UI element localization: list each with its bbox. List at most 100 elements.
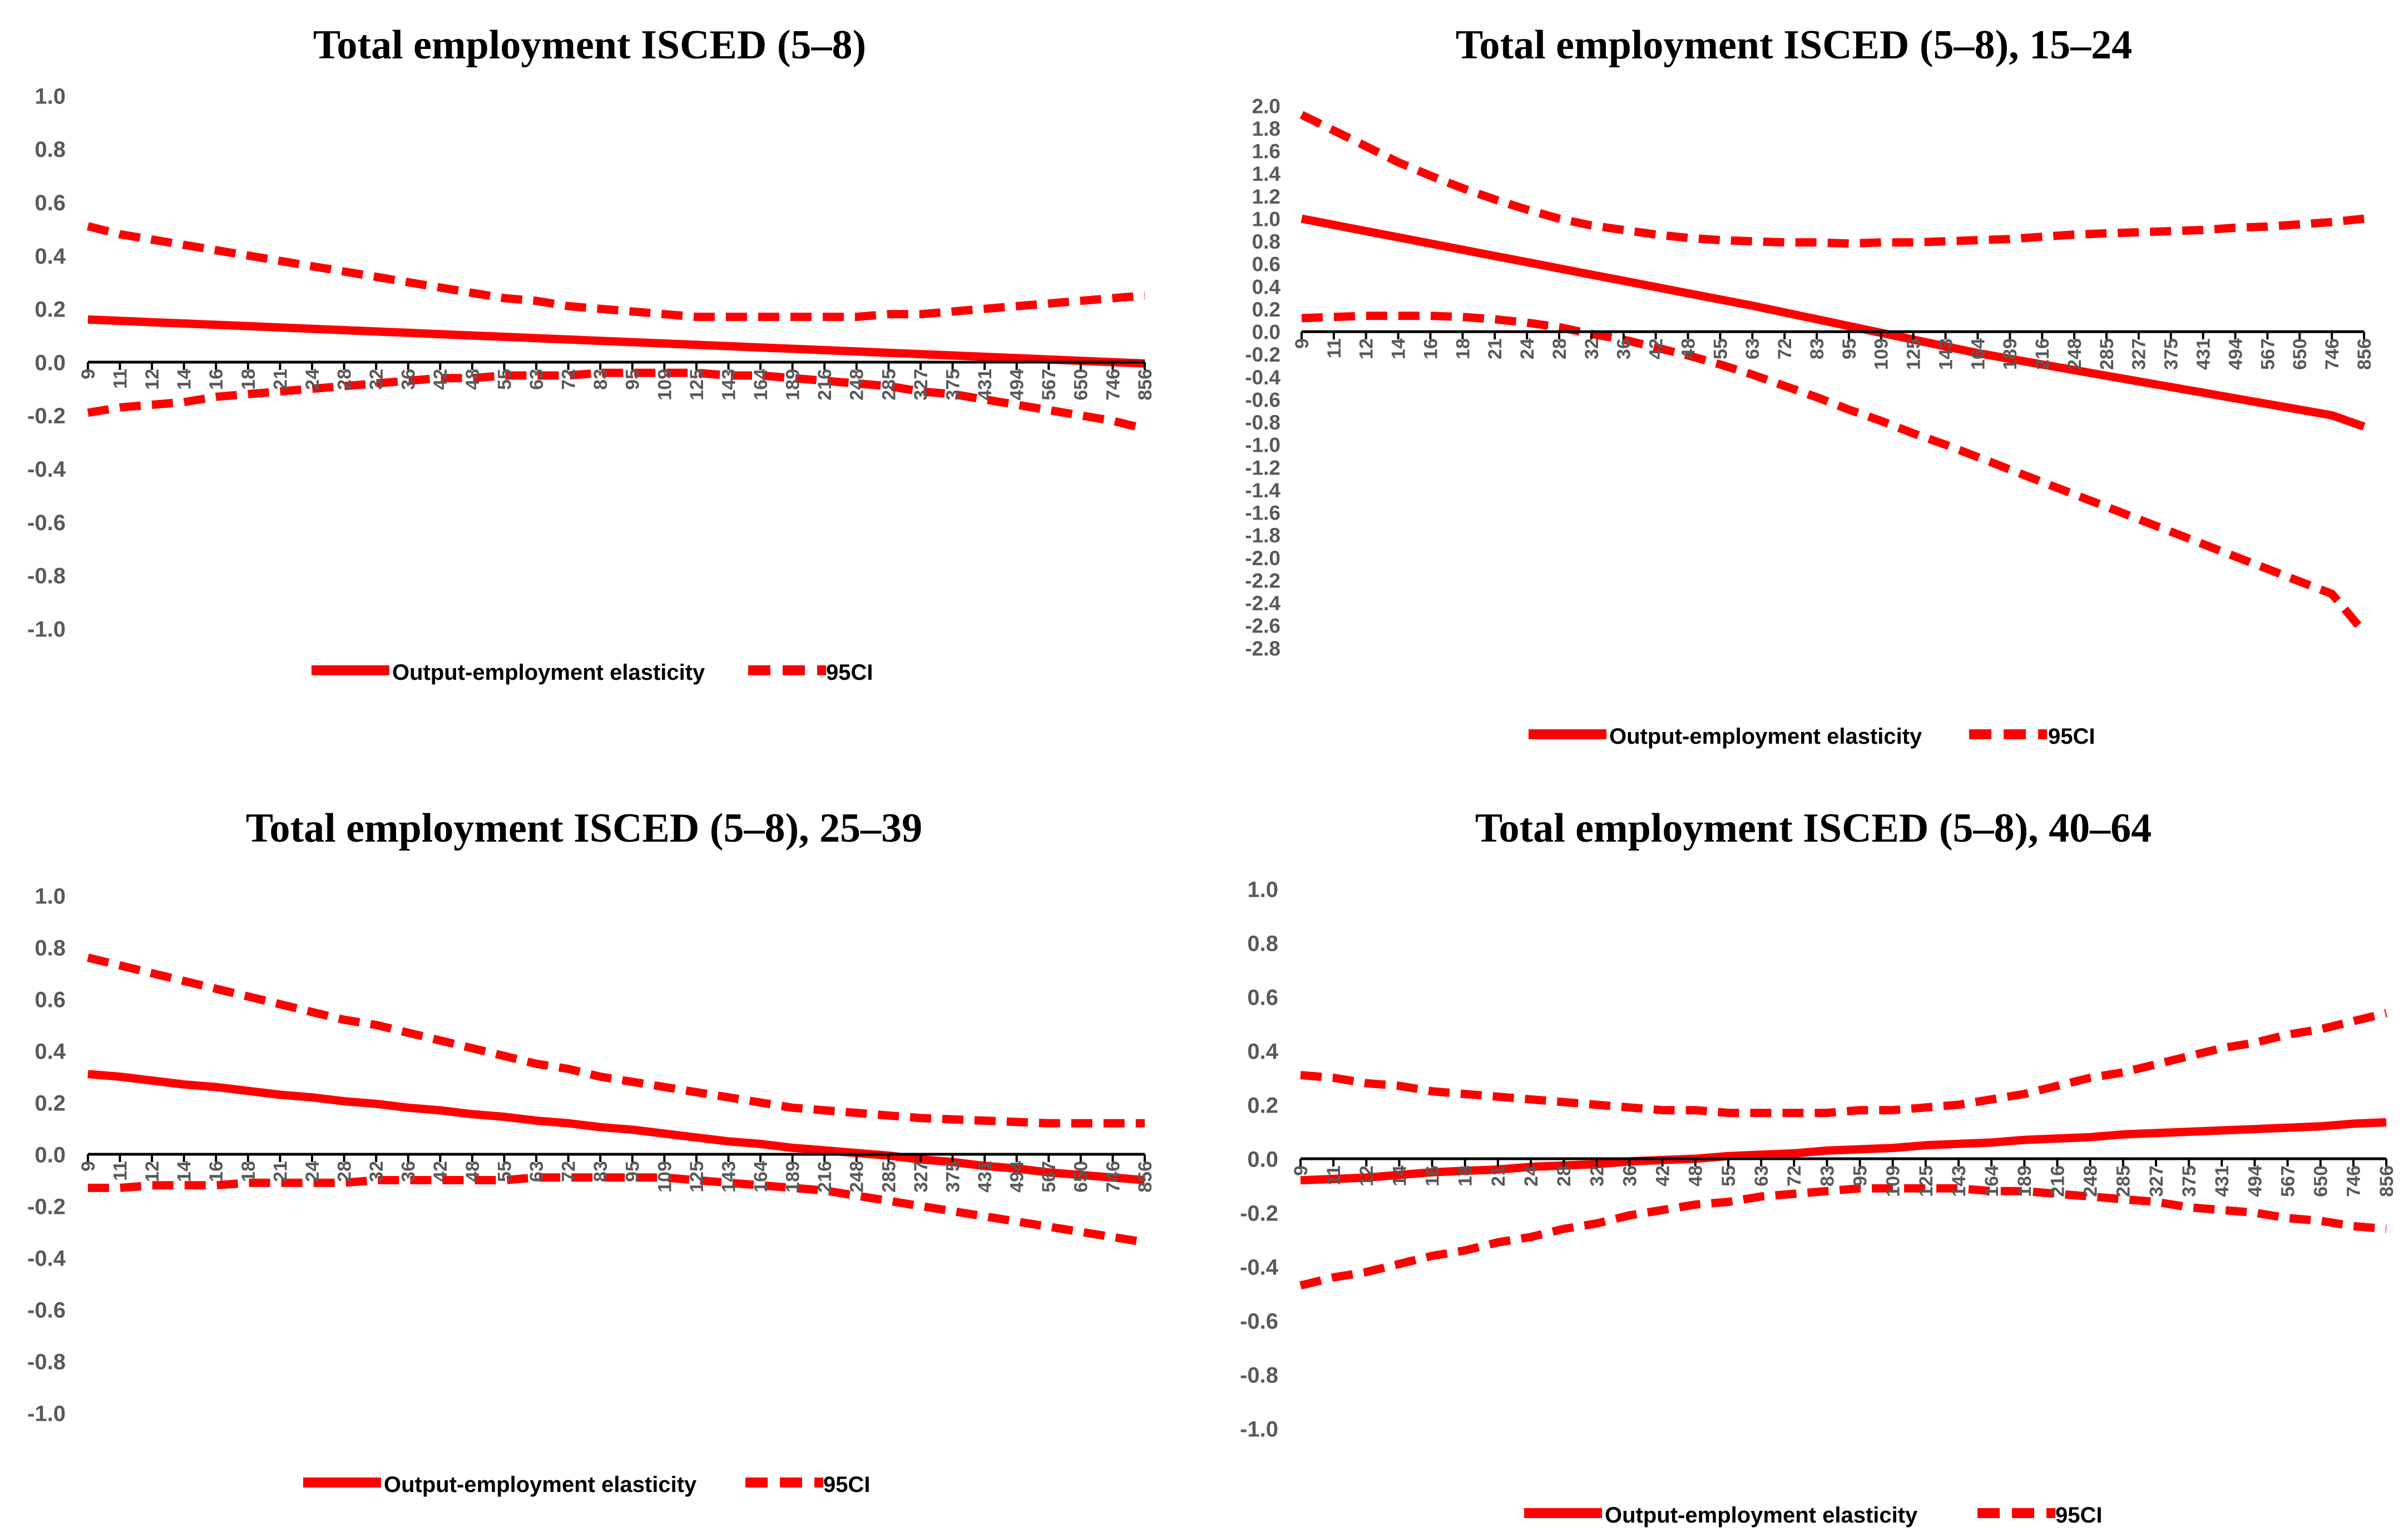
x-tick-label: 11 [110,369,131,389]
x-tick-label: 36 [1619,1165,1640,1187]
x-tick-label: 327 [911,369,932,401]
legend-elasticity-label: Output-employment elasticity [392,660,705,685]
x-tick-label: 494 [1007,369,1028,401]
ci-upper-line [1300,1009,2387,1118]
y-tick-label: 1.2 [1252,185,1280,208]
x-tick-label: 109 [1871,338,1892,370]
x-tick-label: 164 [1967,338,1989,370]
x-tick-label: 11 [1323,1165,1344,1185]
y-tick-label: 0.4 [34,1039,66,1064]
x-tick-label: 248 [847,369,868,401]
x-tick-label: 28 [334,1161,355,1182]
chart-title: Total employment ISCED (5–8), 15–24 [1456,22,2132,68]
x-tick-label: 18 [1452,338,1474,359]
ci-upper-line [1299,111,2365,248]
ci-lower-line [1299,1184,2387,1290]
y-tick-label: 0.0 [1247,1147,1278,1172]
y-tick-label: -0.2 [1245,343,1280,366]
y-tick-label: -1.8 [1245,524,1280,547]
chart-panel-2: Total employment ISCED (5–8), 15–24 2.01… [1245,22,2375,749]
x-tick-label: 567 [1039,369,1060,401]
y-tick-label: 0.8 [34,936,66,960]
y-tick-label: -0.4 [27,1246,66,1271]
plot-lines [87,222,1146,433]
y-tick-label: 1.0 [1247,877,1278,902]
legend: Output-employment elasticity 95CI [1529,724,2095,749]
x-tick-label: 327 [911,1161,932,1193]
x-tick-label: 143 [1949,1165,1970,1197]
y-tick-label: 1.0 [34,884,66,908]
x-tick-label: 55 [494,369,515,390]
x-tick-label: 494 [1007,1161,1028,1193]
y-tick-label: -2.0 [1245,547,1280,570]
x-tick-label: 431 [2212,1165,2233,1197]
y-tick-label: 0.0 [1252,321,1280,344]
x-tick-label: 746 [2322,338,2343,370]
x-tick-label: 327 [2129,338,2150,370]
x-tick-label: 36 [398,369,419,390]
x-tick-label: 856 [2354,338,2375,370]
y-tick-label: -0.2 [27,1194,66,1219]
y-tick-label: 1.0 [34,84,66,108]
x-tick-label: 32 [366,1161,387,1182]
x-tick-label: 83 [590,1161,611,1182]
y-tick-label: 0.2 [1247,1093,1278,1118]
plot-lines [1299,1009,2387,1290]
y-tick-label: -1.4 [1245,479,1280,502]
y-tick-label: 0.0 [34,1143,66,1167]
chart-panel-1: Total employment ISCED (5–8) 1.0 0.8 0.6 0.… [27,22,1156,685]
x-tick-label: 24 [1521,1165,1542,1187]
x-tick-label: 32 [366,369,387,390]
y-tick-label: 1.0 [1252,207,1280,230]
y-tick-label: -1.0 [1240,1417,1278,1441]
y-tick-label: -1.2 [1245,456,1280,479]
x-tick-label: 650 [2290,338,2311,370]
legend: Output-employment elasticity 95CI [311,660,873,685]
x-tick-label: 856 [1135,369,1156,401]
ci-lower-line [88,1173,1146,1247]
y-tick-label: -0.2 [1240,1201,1278,1225]
x-tick-label: 16 [206,369,227,390]
y-tick-label: -0.2 [27,404,66,428]
x-tick-label: 431 [975,1161,996,1193]
y-tick-labels: 2.01.81.61.41.21.00.80.60.40.20.0-0.2-0.… [1245,95,1280,660]
legend-ci-label: 95CI [2048,724,2095,749]
x-tick-label: 72 [1774,338,1796,359]
chart-panel-4: Total employment ISCED (5–8), 40–64 1.0 0… [1240,805,2397,1528]
x-tick-label: 375 [2179,1165,2200,1197]
chart-panel-3: Total employment ISCED (5–8), 25–39 1.0 0… [27,805,1156,1497]
x-tick-label: 55 [494,1161,515,1182]
y-tick-label: -0.6 [27,511,66,535]
x-tick-label: 567 [2257,338,2278,370]
legend: Output-employment elasticity 95CI [303,1472,871,1497]
x-tick-label: 48 [462,369,483,390]
x-tick-label: 248 [847,1161,868,1193]
ci-upper-line [87,953,1145,1128]
x-tick-label: 14 [174,369,195,390]
x-tick-label: 55 [1718,1165,1739,1187]
x-tick-label: 16 [1422,1165,1443,1187]
x-tick-label: 36 [1614,338,1635,359]
y-tick-label: -1.0 [27,1401,66,1426]
x-tick-label: 189 [2000,338,2021,370]
x-tick-label: 63 [1742,338,1763,359]
y-tick-label: -2.4 [1245,592,1280,615]
ci-upper-line [87,222,1145,322]
x-axis: 9 11 12 14 16 18 21 24 28 32 36 42 48 55 63 72 83 95 109 12… [1292,330,2375,370]
x-tick-label: 431 [2193,338,2214,370]
x-tick-label: 125 [686,369,708,401]
x-tick-label: 746 [2343,1165,2365,1197]
x-tick-label: 650 [1071,369,1092,401]
y-tick-label: -1.0 [1245,434,1280,457]
x-tick-label: 285 [2097,338,2118,370]
y-tick-label: -0.8 [1245,411,1280,434]
x-tick-label: 109 [654,369,675,401]
y-tick-label: 0.6 [34,987,66,1012]
x-tick-label: 83 [1817,1165,1838,1187]
y-tick-label: -0.8 [1240,1363,1278,1387]
x-tick-label: 143 [718,369,739,401]
x-tick-label: 11 [1324,338,1345,358]
x-tick-label: 63 [526,369,547,390]
x-tick-label: 216 [814,369,835,401]
